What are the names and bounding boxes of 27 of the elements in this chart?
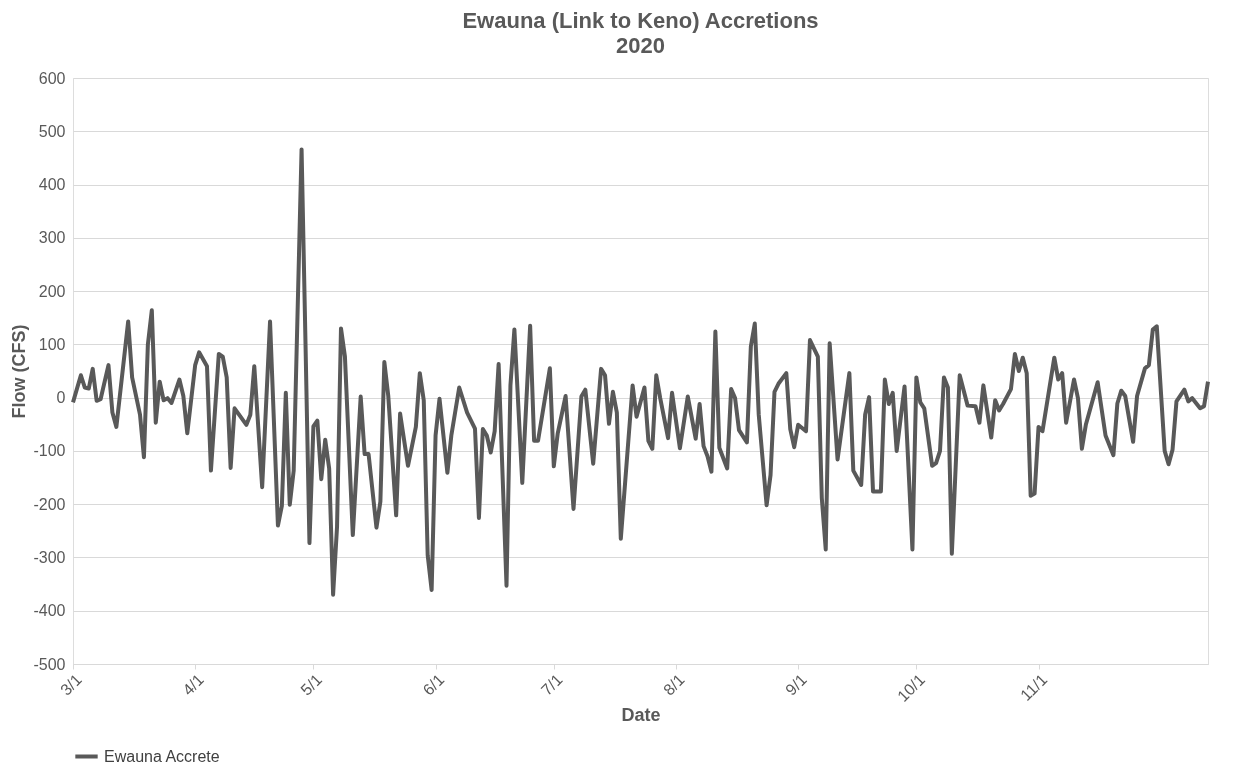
chart-subtitle: 2020 [616, 33, 665, 58]
y-tick-label: -500 [33, 655, 66, 673]
x-axis-title: Date [621, 704, 661, 725]
y-tick-label: 0 [56, 389, 66, 407]
x-tick-label: 3/1 [57, 670, 85, 699]
y-tick-label: 100 [38, 335, 66, 353]
x-tick-label: 9/1 [782, 670, 811, 699]
y-tick-label: 500 [38, 122, 66, 140]
y-tick-label: -100 [33, 442, 66, 460]
y-tick-label: 600 [38, 69, 66, 87]
x-tick-label: 4/1 [179, 670, 208, 699]
x-tick-label: 10/1 [894, 670, 929, 705]
x-tick-label: 7/1 [537, 670, 566, 699]
x-tick-label: 5/1 [297, 670, 326, 699]
x-tick-label: 8/1 [660, 670, 688, 699]
y-tick-label: 300 [38, 229, 66, 247]
y-tick-label: -200 [33, 495, 66, 513]
y-tick-label: -400 [33, 602, 66, 620]
x-tick-label: 11/1 [1017, 670, 1051, 704]
legend-label: Ewauna Accrete [104, 747, 220, 765]
x-tick-label: 6/1 [419, 670, 448, 699]
y-tick-label: -300 [33, 548, 66, 566]
line-series [71, 147, 1210, 597]
y-tick-label: 200 [38, 282, 66, 300]
y-tick-label: 400 [38, 176, 66, 194]
y-axis-title: Flow (CFS) [9, 324, 30, 419]
chart-title: Ewauna (Link to Keno) Accretions [462, 8, 819, 33]
